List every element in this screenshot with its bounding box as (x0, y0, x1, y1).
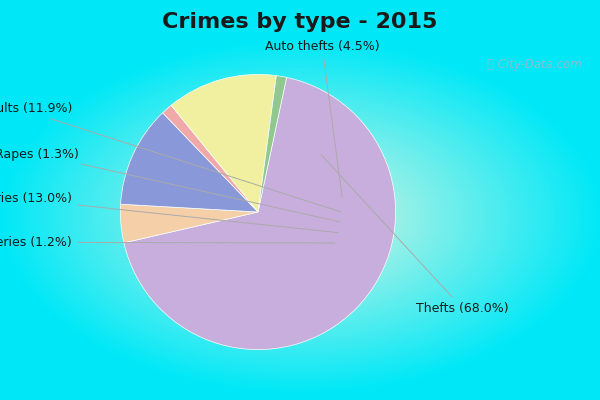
Wedge shape (121, 113, 258, 212)
Text: Assaults (11.9%): Assaults (11.9%) (0, 102, 341, 212)
Wedge shape (121, 204, 258, 243)
Text: Thefts (68.0%): Thefts (68.0%) (321, 155, 509, 315)
Text: Robberies (1.2%): Robberies (1.2%) (0, 236, 335, 249)
Wedge shape (258, 76, 287, 212)
Text: Auto thefts (4.5%): Auto thefts (4.5%) (265, 40, 380, 198)
Wedge shape (171, 74, 277, 212)
Wedge shape (163, 105, 258, 212)
Text: Crimes by type - 2015: Crimes by type - 2015 (163, 12, 437, 32)
Text: ⓘ City-Data.com: ⓘ City-Data.com (487, 58, 582, 70)
Text: Rapes (1.3%): Rapes (1.3%) (0, 148, 340, 222)
Wedge shape (124, 78, 395, 350)
Text: Burglaries (13.0%): Burglaries (13.0%) (0, 192, 338, 233)
